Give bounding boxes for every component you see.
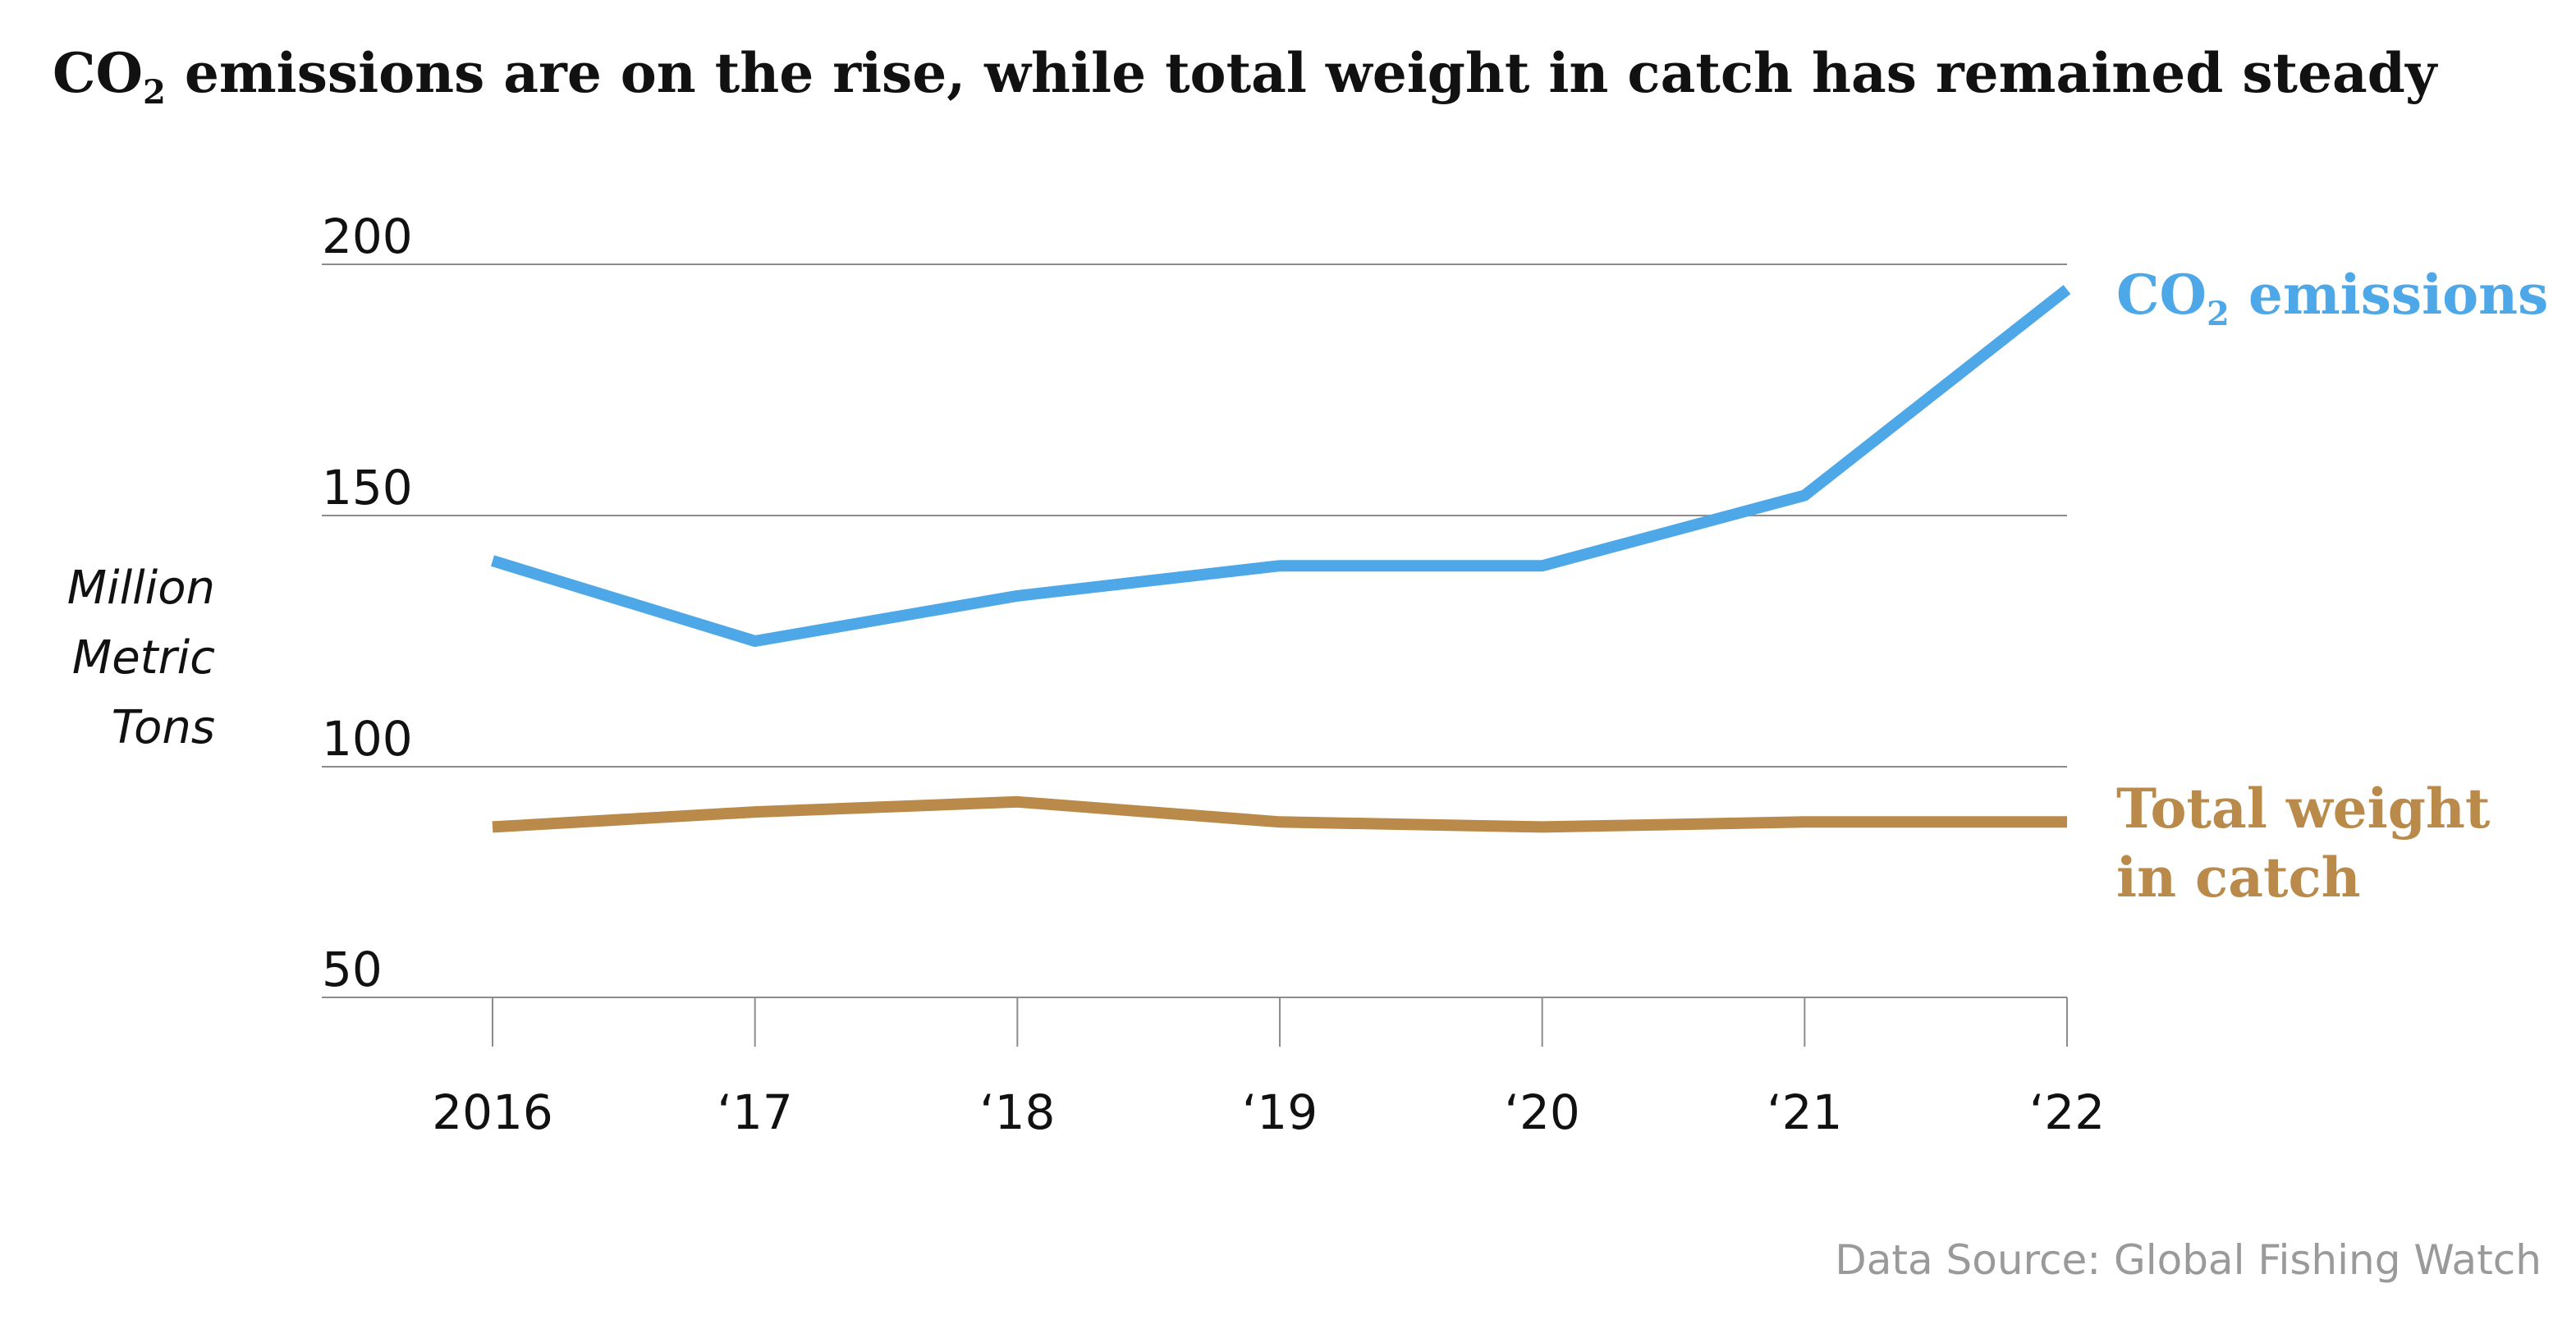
- x-tick-label-6: ‘22: [2029, 1084, 2105, 1140]
- y-axis-label-line-2: Metric: [72, 631, 215, 685]
- y-tick-labels: 50 100 150 200: [322, 209, 413, 997]
- y-axis-label-line-1: Million: [67, 561, 215, 615]
- grid-layer: [322, 264, 2067, 998]
- data-source-note: Data Source: Global Fishing Watch: [1835, 1236, 2542, 1284]
- series-label-co2-suffix: emissions: [2230, 263, 2548, 327]
- chart-title-suffix: emissions are on the rise, while total w…: [166, 41, 2438, 105]
- y-tick-label-200: 200: [322, 209, 413, 264]
- x-tick-labels: 2016 ‘17 ‘18 ‘19 ‘20 ‘21 ‘22: [432, 997, 2105, 1140]
- x-tick-label-1: ‘17: [717, 1084, 793, 1140]
- series-line-catch: [492, 795, 2067, 833]
- x-tick-label-0: 2016: [432, 1084, 553, 1140]
- y-tick-label-150: 150: [322, 460, 413, 516]
- series-label-co2-subscript: 2: [2207, 295, 2230, 333]
- series-layer: [490, 285, 2071, 833]
- x-tick-label-4: ‘20: [1505, 1084, 1580, 1140]
- x-tick-label-5: ‘21: [1767, 1084, 1842, 1140]
- series-label-total-weight-line-1: Total weight: [2116, 777, 2491, 841]
- y-tick-label-100: 100: [322, 711, 413, 767]
- series-label-co2-emissions: CO2 emissions: [2116, 263, 2548, 333]
- y-tick-label-50: 50: [322, 942, 383, 997]
- series-line-co2: [490, 285, 2071, 647]
- series-label-total-weight-line-2: in catch: [2116, 846, 2361, 910]
- series-label-co2-prefix: CO: [2116, 263, 2207, 327]
- y-axis-label-line-3: Tons: [112, 701, 215, 754]
- x-tick-label-3: ‘19: [1242, 1084, 1318, 1140]
- chart-title: CO2 emissions are on the rise, while tot…: [53, 41, 2438, 112]
- x-tick-label-2: ‘18: [979, 1084, 1055, 1140]
- chart-title-subscript: 2: [143, 73, 166, 112]
- chart-title-prefix: CO: [53, 41, 143, 105]
